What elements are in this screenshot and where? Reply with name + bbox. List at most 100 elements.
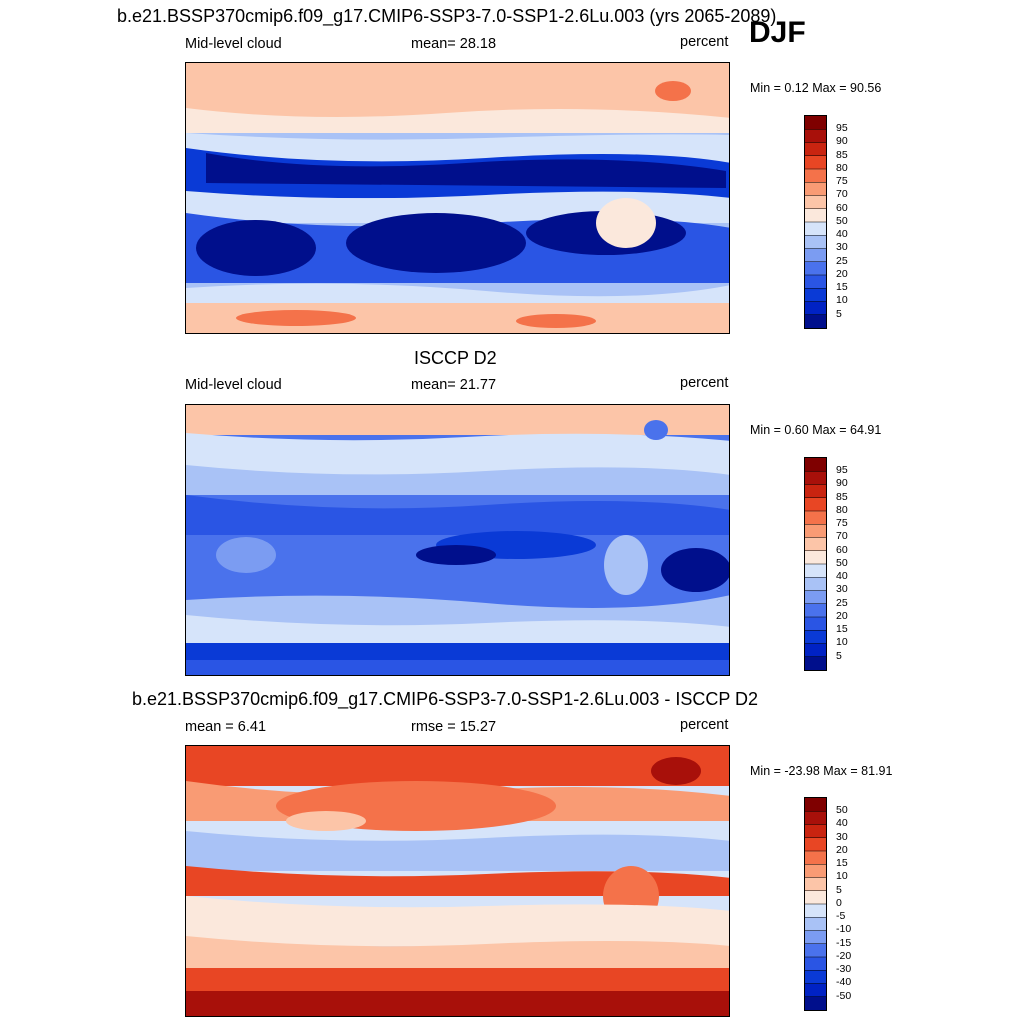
panel-1-colorbar-svg [805, 116, 826, 328]
colorbar-swatch [805, 235, 826, 249]
panel-3-rmse-label: rmse = 15.27 [411, 719, 497, 735]
colorbar-swatch [805, 577, 826, 591]
colorbar-swatch [805, 970, 826, 984]
panel-1-tick: 80 [836, 162, 848, 174]
colorbar-swatch [805, 943, 826, 958]
panel-2-tick: 25 [836, 597, 848, 609]
colorbar-swatch [805, 630, 826, 644]
panel-2-tick: 60 [836, 544, 848, 556]
panel-2-tick: 70 [836, 530, 848, 542]
panel-3-tick: 50 [836, 804, 848, 816]
colorbar-swatch [805, 824, 826, 839]
panel-2-tick: 20 [836, 610, 848, 622]
panel-2-mean-label: mean= 21.77 [411, 377, 497, 393]
panel-3-tick: -5 [836, 910, 846, 922]
colorbar-swatch [805, 222, 826, 236]
colorbar-swatch [805, 288, 826, 302]
colorbar-swatch [805, 511, 826, 525]
panel-2-tick: 10 [836, 636, 848, 648]
colorbar-swatch [805, 983, 826, 998]
panel-1-units-label: percent [680, 34, 729, 50]
panel-2-tick: 90 [836, 477, 848, 489]
colorbar-swatch [805, 155, 826, 170]
colorbar-swatch [805, 617, 826, 631]
panel-1-title: b.e21.BSSP370cmip6.f09_g17.CMIP6-SSP3-7.… [117, 6, 777, 26]
season-label: DJF [749, 16, 806, 49]
panel-3-colorbar-ticks: 50 40 30 20 15 10 5 0 -5 -10 -15 -20 -30… [836, 797, 886, 1011]
panel-3-title: b.e21.BSSP370cmip6.f09_g17.CMIP6-SSP3-7.… [132, 689, 759, 709]
colorbar-swatch [805, 195, 826, 210]
colorbar-swatch [805, 471, 826, 485]
panel-2-minmax: Min = 0.60 Max = 64.91 [750, 423, 882, 437]
colorbar-swatch [805, 169, 826, 183]
colorbar-swatch [805, 917, 826, 931]
colorbar-swatch [805, 798, 826, 812]
colorbar-swatch [805, 877, 826, 892]
panel-1-tick: 30 [836, 241, 848, 253]
colorbar-swatch [805, 564, 826, 578]
panel-3-tick: -40 [836, 976, 852, 988]
panel-2-tick: 50 [836, 557, 848, 569]
panel-3-tick: -30 [836, 963, 852, 975]
colorbar-swatch [805, 811, 826, 825]
panel-3-map [185, 745, 730, 1017]
panel-1-tick: 85 [836, 149, 848, 161]
panel-1-tick: 50 [836, 215, 848, 227]
colorbar-swatch [805, 275, 826, 289]
panel-3-tick: 40 [836, 817, 848, 829]
panel-3-tick: 20 [836, 844, 848, 856]
colorbar-swatch [805, 656, 826, 670]
panel-2-colorbar [804, 457, 827, 671]
panel-3-tick: -15 [836, 937, 852, 949]
panel-1-tick: 95 [836, 122, 848, 134]
panel-2-map [185, 404, 730, 676]
panel-1-colorbar-ticks: 95 90 85 80 75 70 60 50 40 30 25 20 15 1… [836, 115, 886, 329]
panel-2-tick: 75 [836, 517, 848, 529]
colorbar-swatch [805, 142, 826, 157]
colorbar-swatch [805, 550, 826, 565]
panel-3-map-svg [186, 746, 729, 1016]
panel-3-tick: -20 [836, 950, 852, 962]
panel-2-colorbar-ticks: 95 90 85 80 75 70 60 50 40 30 25 20 15 1… [836, 457, 886, 671]
panel-3-tick: 10 [836, 870, 848, 882]
panel-1-tick: 25 [836, 255, 848, 267]
panel-1-colorbar [804, 115, 827, 329]
panel-2-tick: 40 [836, 570, 848, 582]
panel-3-minmax: Min = -23.98 Max = 81.91 [750, 764, 893, 778]
colorbar-swatch [805, 890, 826, 905]
panel-1-minmax: Min = 0.12 Max = 90.56 [750, 81, 882, 95]
panel-1-map-svg [186, 63, 729, 333]
colorbar-swatch [805, 248, 826, 263]
colorbar-swatch [805, 904, 826, 918]
panel-1-variable-label: Mid-level cloud [185, 36, 282, 52]
panel-3-colorbar-svg [805, 798, 826, 1010]
panel-1-tick: 75 [836, 175, 848, 187]
panel-3-tick: 0 [836, 897, 842, 909]
colorbar-swatch [805, 590, 826, 605]
panel-2-tick: 95 [836, 464, 848, 476]
panel-1-mean-label: mean= 28.18 [411, 36, 497, 52]
colorbar-swatch [805, 930, 826, 945]
colorbar-swatch [805, 458, 826, 472]
colorbar-swatch [805, 182, 826, 196]
panel-3-tick: 30 [836, 831, 848, 843]
panel-3-colorbar [804, 797, 827, 1011]
colorbar-swatch [805, 643, 826, 658]
colorbar-swatch [805, 497, 826, 512]
panel-2-title: ISCCP D2 [414, 348, 497, 368]
colorbar-swatch [805, 116, 826, 130]
colorbar-swatch [805, 524, 826, 538]
colorbar-swatch [805, 208, 826, 223]
colorbar-swatch [805, 603, 826, 618]
colorbar-swatch [805, 996, 826, 1010]
panel-2-colorbar-svg [805, 458, 826, 670]
panel-2-tick: 85 [836, 491, 848, 503]
colorbar-swatch [805, 301, 826, 316]
colorbar-swatch [805, 851, 826, 865]
panel-1-tick: 60 [836, 202, 848, 214]
panel-3-mean-label: mean = 6.41 [185, 719, 267, 735]
panel-2-tick: 5 [836, 650, 842, 662]
panel-3-tick: 5 [836, 884, 842, 896]
colorbar-swatch [805, 129, 826, 143]
panel-1-tick: 90 [836, 135, 848, 147]
